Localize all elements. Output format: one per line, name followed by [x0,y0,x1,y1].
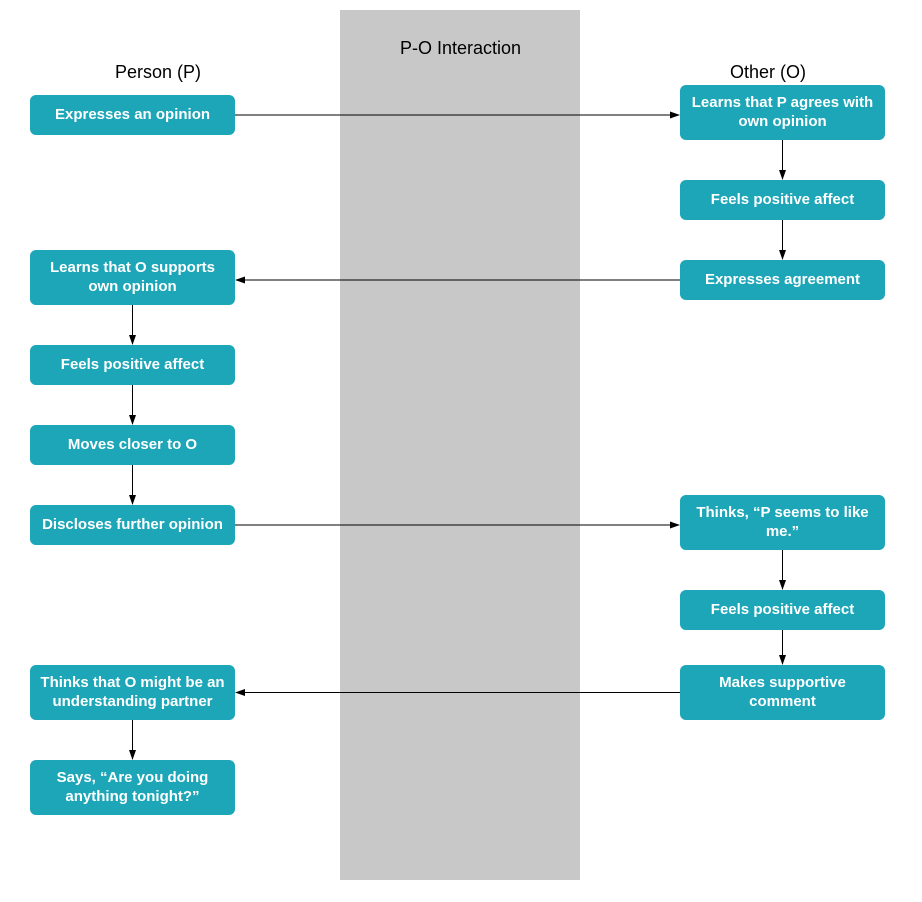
column-header-person: Person (P) [115,62,201,83]
node-o-supportive-comment: Makes supportive comment [680,665,885,720]
node-o-positive-affect-2: Feels positive affect [680,590,885,630]
center-band-label: P-O Interaction [400,38,521,59]
node-p-thinks-understanding: Thinks that O might be an understanding … [30,665,235,720]
node-p-moves-closer: Moves closer to O [30,425,235,465]
center-band [340,10,580,880]
node-p-learns-supports: Learns that O supports own opinion [30,250,235,305]
node-p-positive-affect: Feels positive affect [30,345,235,385]
node-p-expresses-opinion: Expresses an opinion [30,95,235,135]
node-o-learns-agrees: Learns that P agrees with own opinion [680,85,885,140]
node-p-says-tonight: Says, “Are you doing anything tonight?” [30,760,235,815]
node-o-expresses-agreement: Expresses agreement [680,260,885,300]
diagram-stage: P-O Interaction Person (P) Other (O) Exp… [0,0,922,902]
node-o-thinks-likes-me: Thinks, “P seems to like me.” [680,495,885,550]
node-o-positive-affect-1: Feels positive affect [680,180,885,220]
node-p-discloses-further: Discloses further opinion [30,505,235,545]
column-header-other: Other (O) [730,62,806,83]
